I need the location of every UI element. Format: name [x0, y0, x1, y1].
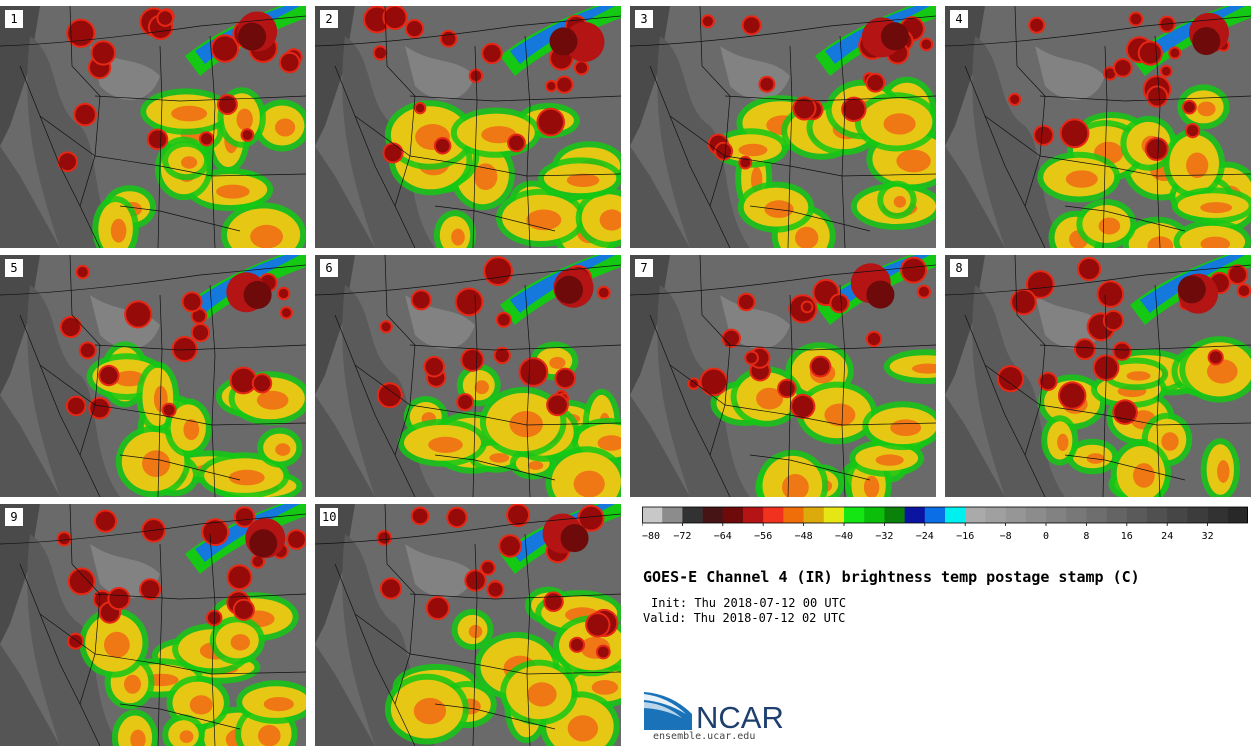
- colorbar-swatch: [662, 507, 683, 523]
- colorbar-swatch: [1227, 507, 1248, 523]
- ncar-logo: NCAR: [644, 692, 784, 732]
- colorbar-swatch: [945, 507, 966, 523]
- colorbar-swatch: [864, 507, 885, 523]
- colorbar-tick-label: −72: [673, 531, 691, 542]
- colorbar-swatch: [844, 507, 865, 523]
- colorbar-swatch: [803, 507, 825, 523]
- panel-number: 2: [320, 10, 338, 28]
- panel-number: 6: [320, 259, 338, 277]
- colorbar-swatch: [965, 507, 986, 523]
- colorbar-tick-label: −56: [754, 531, 772, 542]
- colorbar-swatch: [1147, 507, 1168, 523]
- panel-number: 10: [320, 508, 339, 526]
- panel-number: 7: [635, 259, 653, 277]
- colorbar-tick-label: −64: [714, 531, 732, 542]
- panel-number: 9: [5, 508, 23, 526]
- colorbar-swatch: [1126, 507, 1148, 523]
- colorbar-swatch: [1046, 507, 1067, 523]
- colorbar-tick-label: −16: [956, 531, 974, 542]
- colorbar-swatch: [1167, 507, 1188, 523]
- map-panel: 4: [945, 6, 1251, 248]
- colorbar-swatch: [763, 507, 784, 523]
- colorbar-outline: [642, 506, 1248, 524]
- colorbar-swatch: [743, 507, 764, 523]
- colorbar-tick-label: −48: [795, 531, 813, 542]
- colorbar-tick-label: −8: [1000, 531, 1012, 542]
- map-panel: 2: [315, 6, 621, 248]
- colorbar-tick-label: 16: [1121, 531, 1133, 542]
- colorbar-tick-label: 24: [1161, 531, 1173, 542]
- colorbar: −80 −72 −64 −56 −48 −40 −32 −24 −16 −8 0 8 16 24 32: [642, 506, 1248, 542]
- colorbar-tick-label: −40: [835, 531, 853, 542]
- colorbar-swatch: [1106, 507, 1128, 523]
- plot-title: GOES-E Channel 4 (IR) brightness temp po…: [643, 568, 1140, 586]
- map-panel: 5: [0, 255, 306, 497]
- colorbar-swatch: [1187, 507, 1208, 523]
- colorbar-swatch: [985, 507, 1006, 523]
- logo-url: ensemble.ucar.edu: [653, 731, 756, 742]
- colorbar-tick-label: 8: [1083, 531, 1089, 542]
- colorbar-swatch: [1207, 507, 1229, 523]
- colorbar-swatch: [924, 507, 946, 523]
- colorbar-tick-label: 32: [1202, 531, 1214, 542]
- map-panel: 9: [0, 504, 306, 746]
- init-time: Init: Thu 2018-07-12 00 UTC: [651, 596, 847, 610]
- colorbar-swatch: [1005, 507, 1027, 523]
- map-panel: 10: [315, 504, 621, 746]
- colorbar-swatch: [904, 507, 926, 523]
- colorbar-swatch: [884, 507, 905, 523]
- map-panel: 3: [630, 6, 936, 248]
- colorbar-swatch: [702, 507, 724, 523]
- panel-number: 3: [635, 10, 653, 28]
- panel-number: 4: [950, 10, 968, 28]
- map-panel: 7: [630, 255, 936, 497]
- colorbar-swatch: [823, 507, 845, 523]
- panel-number: 8: [950, 259, 968, 277]
- colorbar-swatch: [642, 507, 663, 523]
- colorbar-tick-label: −32: [875, 531, 893, 542]
- colorbar-swatch: [722, 507, 744, 523]
- map-panel: 1: [0, 6, 306, 248]
- colorbar-tick-label: −80: [642, 531, 660, 542]
- colorbar-swatch: [783, 507, 804, 523]
- map-panel: 8: [945, 255, 1251, 497]
- logo-text: NCAR: [696, 700, 784, 732]
- panel-number: 1: [5, 10, 23, 28]
- colorbar-swatch: [1025, 507, 1047, 523]
- colorbar-tick-label: 0: [1043, 531, 1049, 542]
- colorbar-swatch: [682, 507, 703, 523]
- panel-number: 5: [5, 259, 23, 277]
- valid-time: Valid: Thu 2018-07-12 02 UTC: [643, 611, 846, 625]
- colorbar-swatch: [1066, 507, 1087, 523]
- colorbar-tick-label: −24: [916, 531, 934, 542]
- map-panel: 6: [315, 255, 621, 497]
- colorbar-swatch: [1086, 507, 1107, 523]
